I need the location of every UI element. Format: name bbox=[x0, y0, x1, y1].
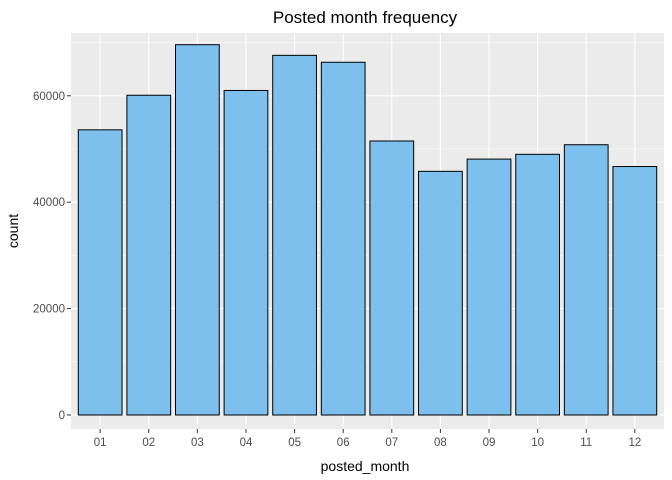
chart-title: Posted month frequency bbox=[273, 8, 458, 27]
x-tick-label-02: 02 bbox=[142, 437, 155, 449]
x-tick-label-06: 06 bbox=[337, 437, 350, 449]
x-tick-label-08: 08 bbox=[434, 437, 447, 449]
x-tick-label-04: 04 bbox=[240, 437, 253, 449]
y-axis: 0 20000 40000 60000 bbox=[33, 91, 71, 422]
x-tick-label-12: 12 bbox=[628, 437, 641, 449]
x-axis: 01 02 03 04 05 06 07 08 09 10 11 12 bbox=[94, 429, 641, 449]
bar-02 bbox=[126, 94, 172, 416]
bar-10 bbox=[515, 153, 560, 416]
y-tick-label: 60000 bbox=[33, 91, 65, 103]
y-tick-label: 40000 bbox=[33, 197, 65, 209]
y-tick-label: 0 bbox=[59, 410, 65, 422]
bar-09 bbox=[466, 158, 512, 416]
y-axis-title: count bbox=[5, 214, 21, 248]
bar-12 bbox=[612, 166, 658, 416]
y-tick-label: 20000 bbox=[33, 304, 65, 316]
x-tick-label-05: 05 bbox=[288, 437, 301, 449]
bar-07 bbox=[369, 140, 415, 416]
bar-04 bbox=[223, 89, 269, 416]
bar-08 bbox=[418, 170, 463, 416]
x-tick-label-01: 01 bbox=[94, 437, 107, 449]
x-tick-label-09: 09 bbox=[483, 437, 496, 449]
bar-11 bbox=[563, 144, 609, 416]
x-tick-label-11: 11 bbox=[580, 437, 592, 449]
x-tick-label-03: 03 bbox=[191, 437, 204, 449]
bar-01 bbox=[77, 129, 123, 416]
bar-05 bbox=[272, 54, 317, 416]
x-tick-label-10: 10 bbox=[531, 437, 544, 449]
x-tick-label-07: 07 bbox=[385, 437, 398, 449]
bar-06 bbox=[320, 61, 366, 416]
bar-03 bbox=[175, 44, 220, 416]
bars-group bbox=[77, 44, 658, 416]
x-axis-title: posted_month bbox=[321, 458, 410, 474]
